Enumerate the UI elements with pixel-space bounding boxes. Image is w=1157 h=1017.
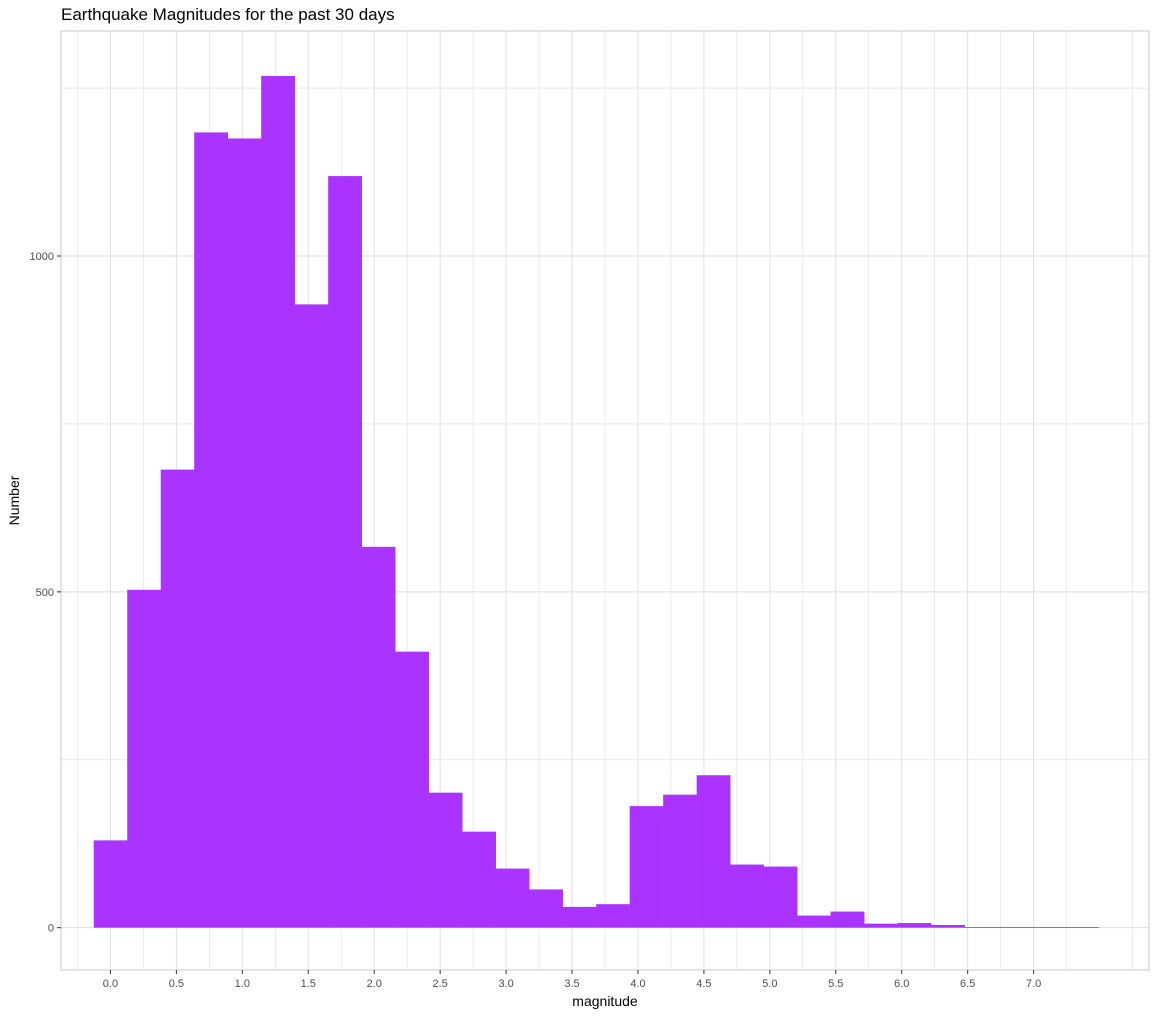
x-tick-label: 1.5 [301,978,316,990]
histogram-bar [629,806,664,928]
y-tick-label: 0 [48,923,54,935]
x-tick-label: 5.5 [828,978,843,990]
histogram-bar [797,915,831,928]
histogram-bar [1031,927,1066,928]
y-tick-label: 1000 [30,251,54,263]
histogram-bar [194,132,228,928]
x-axis-title: magnitude [572,993,638,1009]
histogram-bar [328,176,362,928]
x-tick-label: 3.5 [564,978,579,990]
histogram-bar [998,927,1032,928]
y-tick-label: 500 [36,587,54,599]
x-tick-label: 6.0 [894,978,909,990]
histogram-bar [696,775,731,928]
histogram-bar [395,651,429,928]
y-axis-title: Number [6,475,22,525]
histogram-bar [462,831,496,928]
histogram-bar [562,906,597,928]
x-tick-label: 7.0 [1026,978,1041,990]
histogram-bar [93,840,128,928]
histogram-bar [730,864,764,928]
histogram-bar [830,911,865,928]
x-tick-label: 3.0 [498,978,513,990]
histogram-bar [529,889,563,928]
histogram-bar [160,469,195,928]
histogram-bar [964,927,999,928]
y-axis-ticks: 0 500 1000 [30,251,61,935]
chart-title: Earthquake Magnitudes for the past 30 da… [61,5,395,24]
histogram-bar [931,924,965,928]
x-tick-label: 6.5 [960,978,975,990]
histogram-bar [897,922,932,928]
histogram-bar [596,904,630,928]
histogram-bars [93,76,1099,928]
panel-border [60,30,1150,971]
histogram-bar [294,304,329,928]
histogram-bar [663,794,697,928]
histogram-bar [361,546,396,928]
histogram-bar [763,866,798,928]
x-tick-label: 5.0 [762,978,777,990]
histogram-bar [227,138,262,928]
x-tick-label: 4.0 [630,978,645,990]
x-tick-label: 2.0 [367,978,382,990]
histogram-bar [495,868,530,928]
x-tick-label: 2.5 [433,978,448,990]
x-tick-label: 4.5 [696,978,711,990]
histogram-bar [428,792,463,928]
histogram-bar [261,76,295,928]
x-axis-ticks: 0.0 0.5 1.0 1.5 2.0 2.5 3.0 3.5 4.0 4.5 5.0 5.5 6.0 6… [103,970,1041,990]
x-tick-label: 0.5 [169,978,184,990]
x-tick-label: 0.0 [103,978,118,990]
histogram-bar [1065,927,1099,928]
x-tick-label: 1.0 [235,978,250,990]
histogram-bar [127,589,162,928]
histogram-bar [864,923,898,928]
